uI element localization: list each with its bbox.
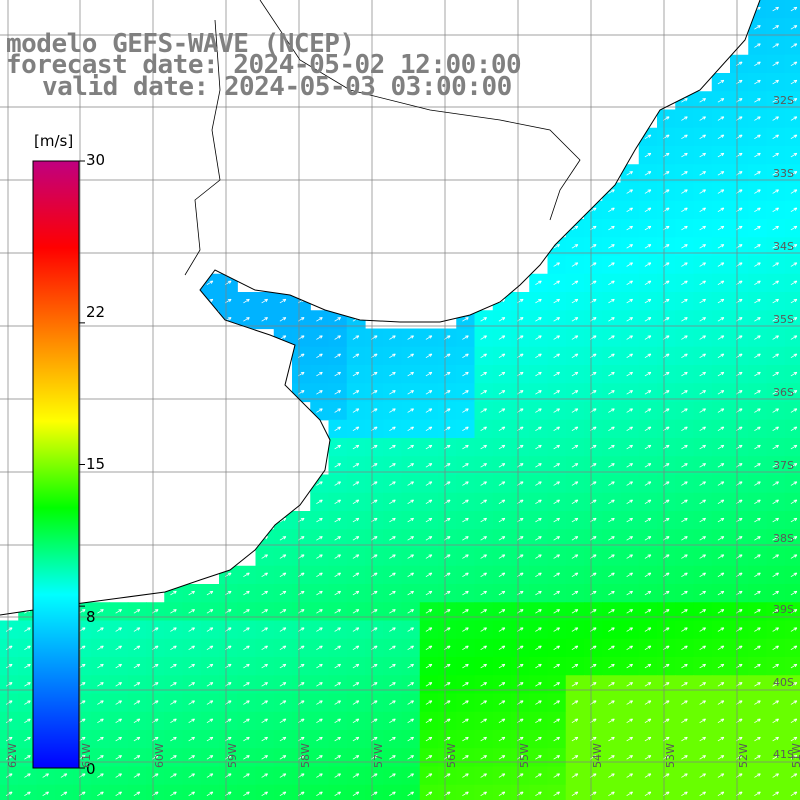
lat-label: 32S [773,94,794,107]
coastline [0,0,761,616]
lon-label: 52W [737,743,750,768]
lat-label: 38S [773,532,794,545]
colorbar-unit: [m/s] [34,132,74,150]
forecast-date: forecast date: 2024-05-02 12:00:00 [6,50,522,80]
lon-label: 57W [372,743,385,768]
lon-label: 62W [6,743,19,768]
lon-label: 60W [153,743,166,768]
lat-label: 39S [773,603,794,616]
colorbar-tick-8: 8 [86,608,96,626]
lon-label: 58W [299,743,312,768]
land-mask [0,0,760,615]
lon-label: 59W [226,743,239,768]
lat-label: 36S [773,386,794,399]
lat-label: 37S [773,459,794,472]
lat-label: 41S [773,748,794,761]
lon-label: 54W [591,743,604,768]
lon-label: 51W [790,743,800,768]
lon-label: 53W [664,743,677,768]
model-title: modelo GEFS-WAVE (NCEP) [6,29,355,59]
colorbar [32,160,85,769]
lat-label: 40S [773,676,794,689]
colorbar-tick-30: 30 [86,151,106,169]
colorbar-tick-22: 22 [86,303,106,321]
lon-label: 56W [445,743,458,768]
lat-label: 34S [773,240,794,253]
wind-vectors [5,6,798,797]
lat-label: 33S [773,167,794,180]
colorbar-tick-15: 15 [86,455,106,473]
lon-label: 55W [518,743,531,768]
lat-label: 35S [773,313,794,326]
valid-date: valid date: 2024-05-03 03:00:00 [42,72,512,102]
lon-label: 61W [80,743,93,768]
colorbar-tick-0: 0 [86,760,96,778]
